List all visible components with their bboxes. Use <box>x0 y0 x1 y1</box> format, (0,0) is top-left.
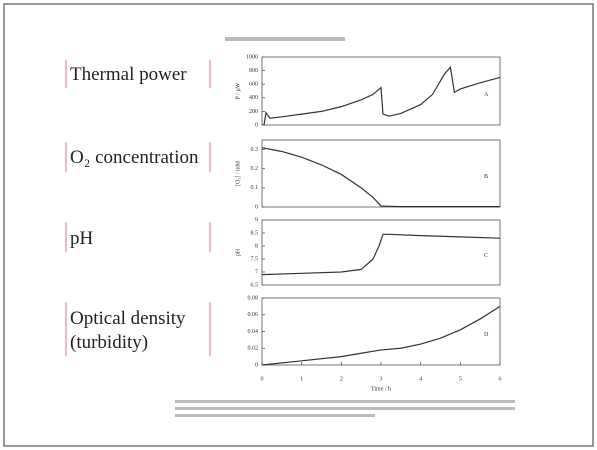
y-tick-label: 6.5 <box>251 282 259 288</box>
plot-frame <box>261 139 501 208</box>
x-tick-label: 5 <box>459 376 462 382</box>
y-tick-label: 9 <box>255 217 258 223</box>
panel-label: O₂ concentration <box>70 147 199 168</box>
panel-letter: B <box>484 174 488 180</box>
x-tick-label: 3 <box>380 376 383 382</box>
x-tick-label: 4 <box>419 376 422 382</box>
panel-letter: A <box>484 92 489 98</box>
data-line <box>263 65 501 126</box>
label-markers <box>65 60 211 356</box>
panel-label: Thermal power <box>70 64 187 85</box>
y-tick-label: 0.3 <box>251 147 259 153</box>
panel-label: pH <box>70 228 94 249</box>
y-tick-label: 8.5 <box>251 230 259 236</box>
y-tick-label: 0 <box>255 362 258 368</box>
y-tick-label: 800 <box>249 68 258 74</box>
caption-text <box>175 407 515 410</box>
y-tick-label: 0.1 <box>251 185 259 191</box>
y-tick-label: 1000 <box>246 54 258 60</box>
header-text <box>225 37 345 41</box>
x-tick-label: 0 <box>261 376 264 382</box>
panel-letter: C <box>484 253 488 259</box>
slide-border <box>3 3 594 447</box>
y-tick-label: 0 <box>255 204 258 210</box>
x-axis-label: Time / h <box>371 386 391 392</box>
y-tick-label: 0 <box>255 122 258 128</box>
plot-frame <box>261 56 501 126</box>
y-tick-label: 0.02 <box>248 346 259 352</box>
y-tick-label: 0.04 <box>248 329 259 335</box>
y-tick-label: 0.06 <box>248 312 259 318</box>
data-line <box>261 233 501 276</box>
y-tick-label: 0.08 <box>248 295 259 301</box>
caption-text <box>175 400 515 403</box>
panel-letter: D <box>484 332 489 338</box>
x-tick-label: 1 <box>300 376 303 382</box>
x-tick-label: 2 <box>340 376 343 382</box>
x-tick-label: 6 <box>499 376 502 382</box>
y-tick-label: 600 <box>249 82 258 88</box>
y-tick-label: 8 <box>255 243 258 249</box>
y-tick-label: 7 <box>255 269 258 275</box>
data-line <box>261 147 500 208</box>
panel-label: (turbidity) <box>70 332 148 353</box>
y-tick-label: 400 <box>249 95 258 101</box>
plot-frame <box>261 219 501 286</box>
y-tick-label: 7.5 <box>251 256 259 262</box>
y-axis-label: [O₂] / mM <box>235 160 241 186</box>
y-tick-label: 0.2 <box>251 166 259 172</box>
data-line <box>261 305 501 366</box>
y-axis-label: P / µW <box>235 82 241 99</box>
y-axis-label: pH <box>235 248 241 256</box>
caption-text <box>175 414 375 417</box>
panel-label: Optical density <box>70 308 186 329</box>
y-tick-label: 200 <box>249 109 258 115</box>
